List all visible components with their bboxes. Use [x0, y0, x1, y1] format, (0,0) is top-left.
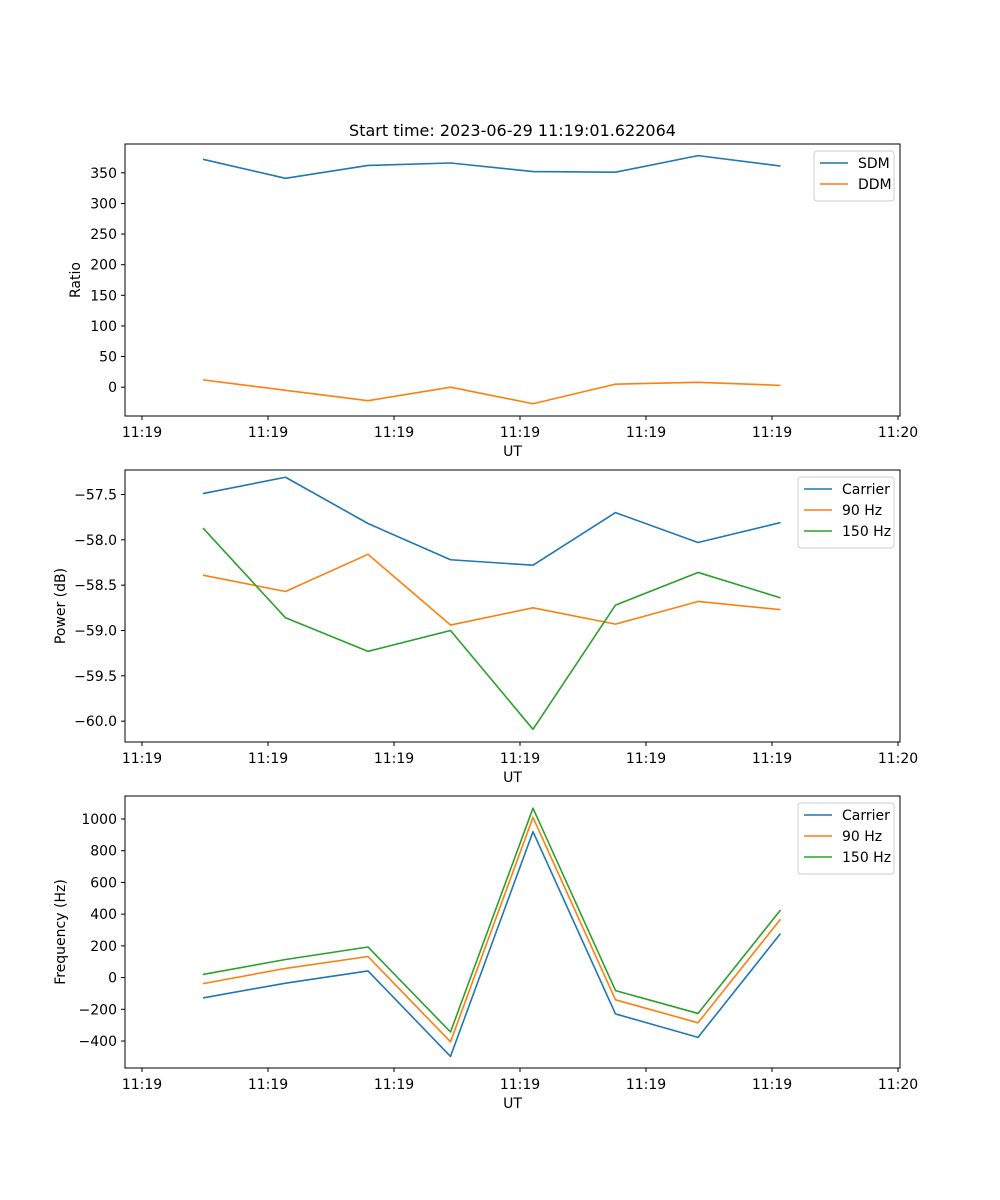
- x-tick-label: 11:19: [752, 425, 792, 441]
- y-tick-label: 400: [90, 907, 117, 923]
- x-tick-label: 11:20: [878, 751, 918, 767]
- y-axis-label: Power (dB): [53, 568, 69, 644]
- legend-label: 150 Hz: [842, 850, 891, 866]
- x-tick-label: 11:19: [500, 1077, 540, 1093]
- y-axis-label: Frequency (Hz): [53, 879, 69, 985]
- y-tick-label: −59.5: [74, 669, 117, 685]
- x-tick-label: 11:19: [500, 751, 540, 767]
- legend: Carrier 90 Hz 150 Hz: [797, 476, 895, 549]
- y-tick-label: 1000: [81, 812, 117, 828]
- y-tick-label: 250: [90, 227, 117, 243]
- series-line-ddm: [202, 379, 781, 405]
- legend-label: Carrier: [842, 808, 890, 824]
- series-line-carrier: [202, 476, 781, 567]
- legend-label: DDM: [858, 177, 892, 193]
- y-tick-label: 200: [90, 939, 117, 955]
- panels: 11:19 11:19 11:19 11:19 11:19 11:19 11:20 0 50 10…: [53, 143, 918, 1112]
- y-tick-label: 600: [90, 875, 117, 891]
- series-line-150-hz: [202, 807, 782, 1033]
- x-tick-label: 11:19: [626, 425, 666, 441]
- axes-frame: [124, 469, 901, 743]
- y-tick-label: 350: [90, 166, 117, 182]
- legend-label: SDM: [858, 156, 890, 172]
- y-tick-label: −57.5: [74, 487, 117, 503]
- x-tick-label: 11:19: [122, 425, 162, 441]
- series-line-150-hz: [202, 527, 781, 731]
- y-tick-label: 100: [90, 319, 117, 335]
- figure-title: Start time: 2023-06-29 11:19:01.622064: [349, 121, 676, 140]
- y-tick-label: −60.0: [74, 714, 117, 730]
- series-line-90-hz: [202, 816, 782, 1043]
- y-axis-label: Ratio: [68, 262, 84, 298]
- y-tick-label: 150: [90, 288, 117, 304]
- y-tick-label: −200: [79, 1002, 117, 1018]
- legend: SDM DDM: [813, 150, 895, 202]
- subplot-3: 11:19 11:19 11:19 11:19 11:19 11:19 11:20 −400 −…: [53, 795, 918, 1112]
- x-axis-label: UT: [503, 444, 522, 460]
- subplot-2: 11:19 11:19 11:19 11:19 11:19 11:19 11:20 −60.0…: [53, 469, 918, 786]
- y-tick-label: −59.0: [74, 623, 117, 639]
- x-axis-label: UT: [503, 1096, 522, 1112]
- x-tick-label: 11:19: [752, 751, 792, 767]
- x-tick-label: 11:19: [248, 751, 288, 767]
- x-tick-label: 11:19: [122, 751, 162, 767]
- legend: Carrier 90 Hz 150 Hz: [797, 802, 895, 875]
- x-tick-label: 11:20: [878, 1077, 918, 1093]
- x-tick-label: 11:19: [752, 1077, 792, 1093]
- x-tick-label: 11:19: [626, 751, 666, 767]
- legend-label: 90 Hz: [842, 503, 882, 519]
- x-axis-label: UT: [503, 770, 522, 786]
- series-line-carrier: [202, 830, 782, 1058]
- x-tick-label: 11:19: [374, 751, 414, 767]
- series-line-sdm: [202, 154, 781, 180]
- x-tick-label: 11:20: [878, 425, 918, 441]
- subplot-1: 11:19 11:19 11:19 11:19 11:19 11:19 11:20 0 50 10…: [68, 143, 918, 460]
- y-tick-label: 50: [99, 350, 117, 366]
- legend-label: 150 Hz: [842, 524, 891, 540]
- y-tick-label: 0: [108, 380, 117, 396]
- axes-frame: [124, 795, 901, 1069]
- y-tick-label: 800: [90, 844, 117, 860]
- x-tick-label: 11:19: [122, 1077, 162, 1093]
- x-tick-label: 11:19: [500, 425, 540, 441]
- series-line-90-hz: [202, 553, 781, 626]
- legend-label: 90 Hz: [842, 829, 882, 845]
- x-tick-label: 11:19: [374, 425, 414, 441]
- x-tick-label: 11:19: [374, 1077, 414, 1093]
- x-tick-label: 11:19: [248, 425, 288, 441]
- y-tick-label: 0: [108, 971, 117, 987]
- y-tick-label: 200: [90, 258, 117, 274]
- y-tick-label: −58.0: [74, 533, 117, 549]
- x-tick-label: 11:19: [626, 1077, 666, 1093]
- legend-label: Carrier: [842, 482, 890, 498]
- y-tick-label: 300: [90, 196, 117, 212]
- y-tick-label: −58.5: [74, 578, 117, 594]
- axes-frame: [124, 143, 901, 417]
- y-tick-label: −400: [79, 1034, 117, 1050]
- x-tick-label: 11:19: [248, 1077, 288, 1093]
